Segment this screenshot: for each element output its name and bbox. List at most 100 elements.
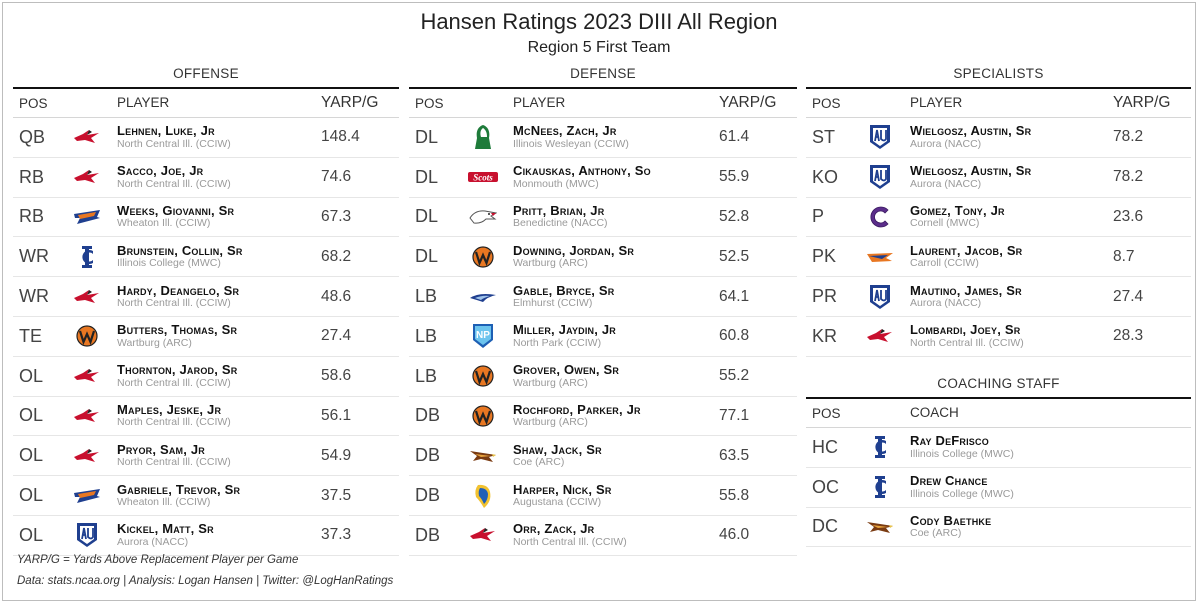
specialists-header-row: POS PLAYER YARP/G	[806, 89, 1191, 118]
yarp-value: 37.5	[321, 486, 352, 504]
yarp-value: 27.4	[1113, 287, 1144, 305]
table-row: RB Sacco, Joe, Jr North Central Ill. (CCIW…	[13, 158, 399, 198]
player-name: Ray DeFrisco	[910, 433, 989, 449]
player-team: Illinois Wesleyan (CCIW)	[513, 137, 629, 150]
yarp-header: YARP/G	[719, 94, 777, 111]
position-cell: LB	[415, 325, 438, 346]
cardinal-logo-icon	[72, 444, 102, 468]
pos-header: POS	[812, 95, 841, 111]
yarp-value: 48.6	[321, 287, 352, 305]
specialists-panel: SPECIALISTS POS PLAYER YARP/G ST Wielgosz…	[806, 65, 1191, 357]
player-team: Wheaton Ill. (CCIW)	[117, 495, 211, 508]
eagle-logo-icon	[468, 205, 498, 229]
table-row: KO Wielgosz, Austin, Sr Aurora (NACC) 78.2	[806, 158, 1191, 198]
scots-logo-icon: Scots	[468, 165, 498, 189]
player-team: North Central Ill. (CCIW)	[117, 296, 231, 309]
offense-panel: OFFENSE POS PLAYER YARP/G QB Lehnen, Luke…	[13, 65, 399, 556]
player-team: North Central Ill. (CCIW)	[117, 456, 231, 469]
player-team: Coe (ARC)	[513, 456, 565, 469]
table-row: QB Lehnen, Luke, Jr North Central Ill. (CC…	[13, 118, 399, 158]
defense-header-row: POS PLAYER YARP/G	[409, 89, 797, 118]
yarp-value: 28.3	[1113, 327, 1144, 345]
defense-panel: DEFENSE POS PLAYER YARP/G DL McNees, Zach…	[409, 65, 797, 556]
cardinal-logo-icon	[72, 125, 102, 149]
position-cell: KR	[812, 325, 838, 346]
coaching-rows: HC Ray DeFrisco Illinois College (MWC) OC Dr…	[806, 428, 1191, 548]
position-cell: OL	[19, 365, 44, 386]
position-cell: DL	[415, 246, 439, 267]
position-cell: QB	[19, 126, 46, 147]
thunder-logo-icon	[72, 205, 102, 229]
player-team: Monmouth (MWC)	[513, 177, 599, 190]
position-cell: LB	[415, 286, 438, 307]
au-logo-icon	[72, 523, 102, 548]
svg-text:NP: NP	[476, 330, 490, 341]
yarp-value: 67.3	[321, 207, 352, 225]
offense-rows: QB Lehnen, Luke, Jr North Central Ill. (CC…	[13, 118, 399, 556]
position-cell: OL	[19, 485, 44, 506]
pos-header: POS	[415, 95, 444, 111]
position-cell: KO	[812, 166, 839, 187]
player-team: Benedictine (NACC)	[513, 217, 608, 230]
table-row: ST Wielgosz, Austin, Sr Aurora (NACC) 78.2	[806, 118, 1191, 158]
specialists-title: SPECIALISTS	[953, 66, 1044, 81]
position-cell: RB	[19, 166, 45, 187]
position-cell: TE	[19, 325, 43, 346]
pos-header: POS	[19, 95, 48, 111]
table-row: WR Hardy, Deangelo, Sr North Central Ill. …	[13, 277, 399, 317]
table-row: PK Laurent, Jacob, Sr Carroll (CCIW) 8.7	[806, 237, 1191, 278]
player-name: McNees, Zach, Jr	[513, 123, 617, 139]
table-row: DB Shaw, Jack, Sr Coe (ARC) 63.5	[409, 436, 797, 477]
table-row: DB Harper, Nick, Sr Augustana (CCIW) 55.8	[409, 476, 797, 516]
table-row: HC Ray DeFrisco Illinois College (MWC)	[806, 428, 1191, 468]
player-name: Wielgosz, Austin, Sr	[910, 163, 1032, 179]
position-cell: LB	[415, 365, 438, 386]
svg-text:Scots: Scots	[473, 173, 493, 183]
position-cell: OL	[19, 445, 44, 466]
player-team: North Central Ill. (CCIW)	[117, 376, 231, 389]
position-cell: DL	[415, 206, 439, 227]
player-header: PLAYER	[910, 94, 963, 110]
table-row: P Gomez, Tony, Jr Cornell (MWC) 23.6	[806, 198, 1191, 238]
yarp-value: 27.4	[321, 327, 352, 345]
player-name: Lehnen, Luke, Jr	[117, 123, 215, 139]
yarp-header: YARP/G	[321, 94, 379, 111]
coach-header: COACH	[910, 404, 959, 420]
player-name: Laurent, Jacob, Sr	[910, 242, 1023, 258]
w-logo-icon	[468, 364, 498, 388]
player-name: Butters, Thomas, Sr	[117, 322, 238, 338]
position-cell: ST	[812, 126, 836, 147]
table-row: DB Orr, Zack, Jr North Central Ill. (CCIW)…	[409, 516, 797, 556]
player-name: Grover, Owen, Sr	[513, 362, 620, 378]
player-team: Elmhurst (CCIW)	[513, 296, 593, 309]
player-team: Carroll (CCIW)	[910, 257, 979, 270]
kohawk-logo-icon	[865, 515, 895, 539]
table-row: OL Pryor, Sam, Jr North Central Ill. (CCIW…	[13, 436, 399, 477]
yarp-value: 64.1	[719, 287, 750, 305]
player-team: Wheaton Ill. (CCIW)	[117, 217, 211, 230]
table-row: OL Kickel, Matt, Sr Aurora (NACC) 37.3	[13, 516, 399, 556]
table-row: TE Butters, Thomas, Sr Wartburg (ARC) 27.4	[13, 317, 399, 357]
au-logo-icon	[865, 125, 895, 150]
cardinal-logo-icon	[72, 404, 102, 428]
au-logo-icon	[865, 165, 895, 190]
player-team: Wartburg (ARC)	[513, 376, 588, 389]
specialists-rows: ST Wielgosz, Austin, Sr Aurora (NACC) 78.2 K…	[806, 118, 1191, 357]
cardinal-logo-icon	[72, 285, 102, 309]
player-name: Cody Baethke	[910, 513, 992, 529]
player-header: PLAYER	[513, 94, 566, 110]
thunder-logo-icon	[72, 484, 102, 508]
yarp-value: 77.1	[719, 406, 750, 424]
definition-note: YARP/G = Yards Above Replacement Player …	[17, 554, 299, 566]
position-cell: P	[812, 206, 825, 227]
bluejay-logo-icon	[468, 285, 498, 309]
player-name: Sacco, Joe, Jr	[117, 163, 204, 179]
coaching-title: COACHING STAFF	[937, 376, 1060, 391]
table-row: OL Maples, Jeske, Jr North Central Ill. (C…	[13, 397, 399, 437]
table-row: LB NP Miller, Jaydin, Jr North Park (CCIW) 6…	[409, 317, 797, 357]
position-cell: DB	[415, 485, 441, 506]
player-name: Thornton, Jarod, Sr	[117, 362, 238, 378]
table-row: LB Grover, Owen, Sr Wartburg (ARC) 55.2	[409, 357, 797, 397]
player-name: Drew Chance	[910, 473, 988, 489]
offense-title: OFFENSE	[173, 66, 239, 81]
